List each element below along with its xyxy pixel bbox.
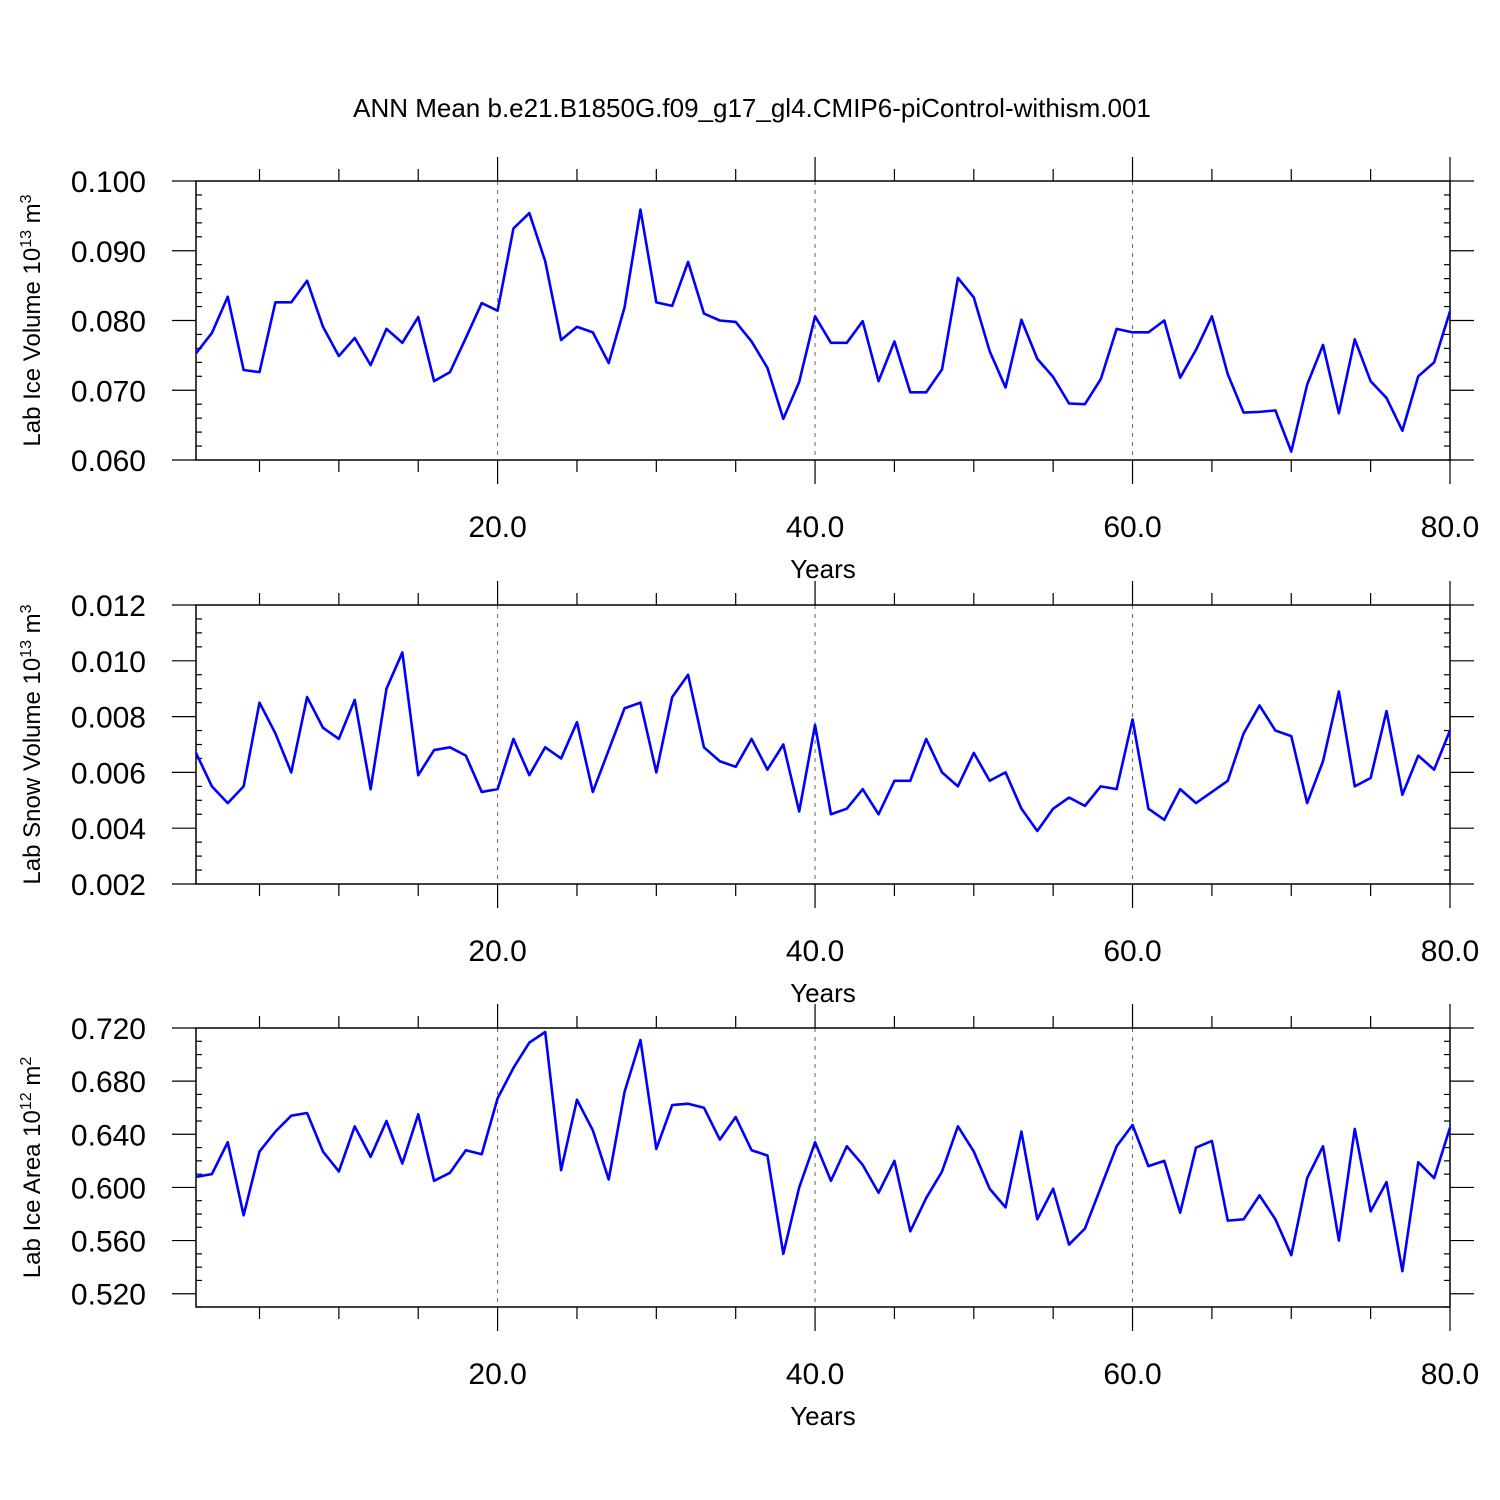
y-tick-label: 0.680 <box>71 1066 146 1099</box>
y-tick-label: 0.004 <box>71 813 146 846</box>
y-tick-label: 0.012 <box>71 590 146 623</box>
panel-1: 20.0 40.0 60.0 80.0 0.060 0.070 0.080 0.090 0.10… <box>18 157 1479 584</box>
y-tick-label: 0.090 <box>71 236 146 269</box>
y-tick-label: 0.640 <box>71 1119 146 1152</box>
series-line <box>194 651 1452 833</box>
plot-frame <box>195 1027 1451 1308</box>
y-tick-label: 0.520 <box>71 1279 146 1312</box>
x-tick-label: 60.0 <box>1103 1358 1161 1391</box>
y-axis-label: Lab Ice Volume 1013 m3 <box>18 194 46 446</box>
x-axis-label: Years <box>790 1401 856 1431</box>
x-tick-label: 80.0 <box>1421 511 1479 544</box>
y-axis-label: Lab Ice Area 1012 m2 <box>18 1057 46 1279</box>
x-tick-label: 40.0 <box>786 1358 844 1391</box>
panel-2: 20.0 40.0 60.0 80.0 0.002 0.004 0.006 0.008 0.01… <box>18 581 1479 1008</box>
chart-title: ANN Mean b.e21.B1850G.f09_g17_gl4.CMIP6-… <box>353 93 1151 123</box>
x-axis-label: Years <box>790 978 856 1008</box>
x-tick-label: 80.0 <box>1421 1358 1479 1391</box>
x-tick-label: 60.0 <box>1103 935 1161 968</box>
x-tick-label: 40.0 <box>786 935 844 968</box>
y-tick-label: 0.002 <box>71 869 146 902</box>
y-tick-label: 0.560 <box>71 1226 146 1259</box>
series-line <box>195 1030 1452 1273</box>
y-tick-label: 0.080 <box>71 306 146 339</box>
y-tick-label: 0.010 <box>71 646 146 679</box>
panel-3: 20.0 40.0 60.0 80.0 0.520 0.560 0.600 0.640 0.68… <box>18 1004 1479 1431</box>
y-tick-label: 0.070 <box>71 375 146 408</box>
y-axis-label: Lab Snow Volume 1013 m3 <box>18 604 46 884</box>
x-axis-label: Years <box>790 554 856 584</box>
x-tick-label: 40.0 <box>786 511 844 544</box>
y-tick-label: 0.100 <box>71 166 146 199</box>
x-tick-label: 20.0 <box>468 935 526 968</box>
x-tick-label: 60.0 <box>1103 511 1161 544</box>
x-tick-label: 20.0 <box>468 1358 526 1391</box>
x-tick-label: 80.0 <box>1421 935 1479 968</box>
plot-frame <box>195 604 1451 885</box>
y-tick-label: 0.720 <box>71 1013 146 1046</box>
y-tick-label: 0.006 <box>71 757 146 790</box>
series-line <box>194 208 1452 453</box>
chart-panels: 20.0 40.0 60.0 80.0 0.060 0.070 0.080 0.090 0.10… <box>18 157 1479 1431</box>
y-tick-label: 0.060 <box>71 445 146 478</box>
y-tick-label: 0.600 <box>71 1172 146 1205</box>
y-tick-label: 0.008 <box>71 702 146 735</box>
plot-frame <box>195 180 1451 461</box>
x-tick-label: 20.0 <box>468 511 526 544</box>
